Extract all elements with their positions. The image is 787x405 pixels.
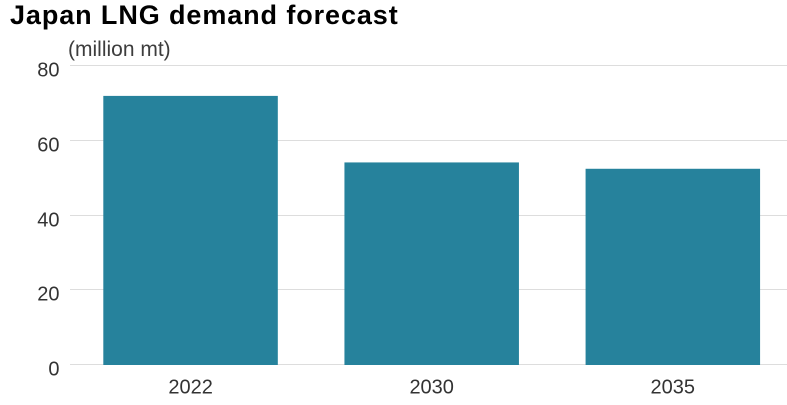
x-axis-category-label: 2022 bbox=[168, 377, 213, 399]
x-axis-category-label: 2030 bbox=[409, 377, 454, 399]
y-axis-tick-label: 60 bbox=[37, 135, 59, 157]
x-axis-category-label: 2035 bbox=[651, 377, 696, 399]
chart-unit-label: (million mt) bbox=[68, 38, 171, 61]
bar-2022 bbox=[103, 95, 278, 366]
y-axis-tick-label: 40 bbox=[37, 210, 59, 232]
bar-2030 bbox=[344, 162, 519, 365]
y-axis-tick-label: 80 bbox=[37, 60, 59, 82]
y-axis-tick-label: 20 bbox=[37, 284, 59, 306]
bar-2035 bbox=[585, 168, 761, 365]
y-axis-tick-label: 0 bbox=[48, 359, 59, 381]
chart-title: Japan LNG demand forecast bbox=[10, 0, 399, 30]
